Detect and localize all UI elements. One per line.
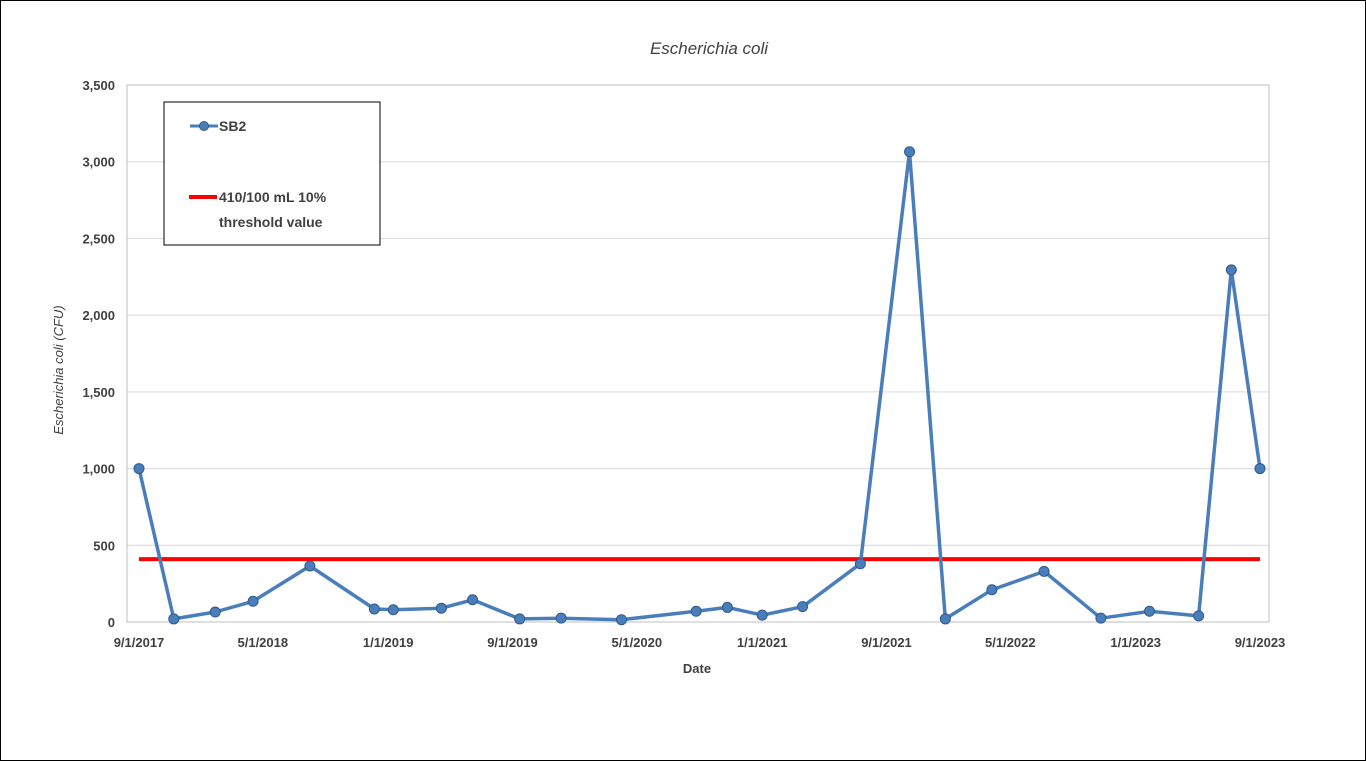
- plot-area-border: [126, 84, 1270, 623]
- sb2-data-point: [721, 601, 733, 613]
- sb2-data-point: [1095, 612, 1107, 624]
- sb2-data-point: [854, 558, 866, 570]
- sb2-data-point: [690, 605, 702, 617]
- x-tick-label: 9/1/2023: [1235, 635, 1286, 650]
- sb2-data-point: [1225, 264, 1237, 276]
- x-tick-label: 9/1/2021: [861, 635, 912, 650]
- sb2-series-line: [137, 149, 1262, 622]
- sb2-data-point: [756, 609, 768, 621]
- y-tick-label: 1,000: [82, 462, 115, 477]
- legend: SB2 410/100 mL 10% threshold value: [163, 101, 381, 246]
- sb2-data-point: [304, 560, 316, 572]
- sb2-data-point: [368, 603, 380, 615]
- sb2-data-point: [247, 595, 259, 607]
- sb2-data-point: [1254, 463, 1266, 475]
- sb2-data-point: [986, 584, 998, 596]
- sb2-data-point: [1193, 610, 1205, 622]
- sb2-data-point: [797, 601, 809, 613]
- x-tick-label: 1/1/2023: [1110, 635, 1161, 650]
- y-tick-labels: 0 500 1,000 1,500 2,000 2,500 3,000 3,500: [82, 78, 115, 630]
- sb2-data-point: [904, 146, 916, 158]
- x-tick-label: 9/1/2019: [487, 635, 538, 650]
- sb2-data-point: [555, 612, 567, 624]
- legend-sb2-marker-swatch: [199, 121, 209, 131]
- legend-threshold-label-line2: threshold value: [219, 214, 323, 230]
- chart-title: Escherichia coli: [650, 39, 769, 58]
- y-axis-title: Escherichia coli (CFU): [51, 305, 66, 434]
- sb2-data-point: [615, 614, 627, 626]
- sb2-data-point: [133, 463, 145, 475]
- sb2-data-point: [467, 594, 479, 606]
- sb2-data-point: [1143, 605, 1155, 617]
- x-axis-title: Date: [683, 661, 711, 676]
- x-tick-label: 5/1/2020: [612, 635, 663, 650]
- y-tick-label: 0: [108, 615, 115, 630]
- y-tick-label: 500: [93, 538, 115, 553]
- x-tick-labels: 9/1/2017 5/1/2018 1/1/2019 9/1/2019 5/1/2020…: [114, 635, 1286, 650]
- x-tick-label: 5/1/2022: [985, 635, 1036, 650]
- sb2-data-point: [387, 604, 399, 616]
- y-tick-label: 1,500: [82, 385, 115, 400]
- legend-sb2-label: SB2: [219, 118, 246, 134]
- sb2-data-point: [939, 613, 951, 625]
- legend-threshold-label-line1: 410/100 mL 10%: [219, 189, 327, 205]
- x-tick-label: 1/1/2019: [363, 635, 414, 650]
- y-tick-label: 3,000: [82, 155, 115, 170]
- x-tick-label: 1/1/2021: [737, 635, 788, 650]
- sb2-data-point: [209, 606, 221, 618]
- sb2-data-point: [514, 613, 526, 625]
- sb2-data-point: [168, 613, 180, 625]
- sb2-series: [133, 146, 1266, 626]
- sb2-data-point: [1038, 565, 1050, 577]
- x-tick-label: 5/1/2018: [238, 635, 289, 650]
- sb2-data-point: [435, 602, 447, 614]
- y-tick-label: 2,500: [82, 231, 115, 246]
- x-tick-label: 9/1/2017: [114, 635, 165, 650]
- y-tick-label: 2,000: [82, 308, 115, 323]
- y-tick-label: 3,500: [82, 78, 115, 93]
